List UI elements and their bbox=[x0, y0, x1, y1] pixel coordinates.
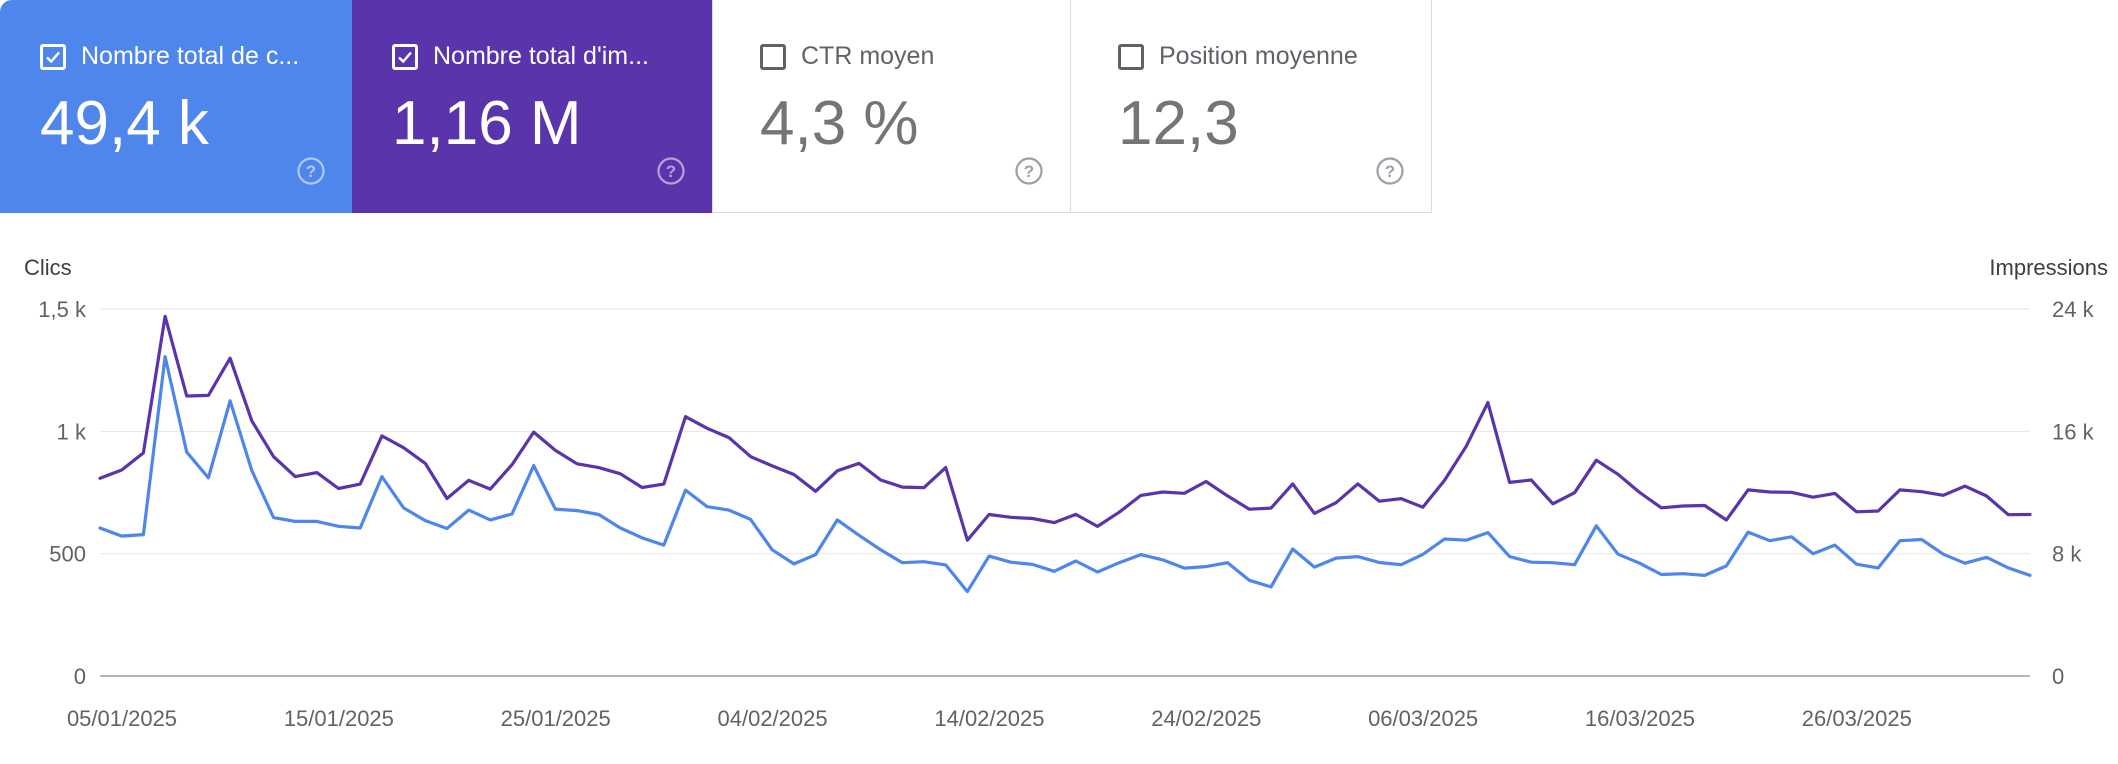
metric-cards: Nombre total de c... 49,4 k ? Nombre tot… bbox=[0, 0, 1432, 213]
chart-grid bbox=[100, 308, 2030, 677]
help-icon[interactable]: ? bbox=[1375, 156, 1405, 186]
x-axis-ticks: 05/01/2025 15/01/2025 25/01/2025 04/02/2025… bbox=[67, 706, 1912, 731]
y-axis-ticks-left: 0 500 1 k 1,5 k bbox=[38, 297, 87, 689]
x-tick-label: 24/02/2025 bbox=[1151, 706, 1261, 731]
x-tick-label: 26/03/2025 bbox=[1802, 706, 1912, 731]
y-tick-label-right: 0 bbox=[2052, 664, 2064, 689]
ctr-label: CTR moyen bbox=[801, 42, 935, 70]
y-tick-label-left: 500 bbox=[49, 542, 86, 567]
help-icon[interactable]: ? bbox=[1014, 156, 1044, 186]
x-tick-label: 06/03/2025 bbox=[1368, 706, 1478, 731]
svg-text:?: ? bbox=[1385, 162, 1395, 181]
clicks-checkbox[interactable] bbox=[40, 43, 66, 70]
x-tick-label: 16/03/2025 bbox=[1585, 706, 1695, 731]
position-value: 12,3 bbox=[1118, 89, 1239, 158]
clicks-label: Nombre total de c... bbox=[81, 42, 300, 70]
y-axis-title-left: Clics bbox=[24, 255, 72, 280]
position-card-header: Position moyenne bbox=[1118, 42, 1358, 71]
ctr-checkbox[interactable] bbox=[760, 43, 786, 70]
svg-text:?: ? bbox=[306, 162, 316, 181]
performance-chart: Clics Impressions 0 500 1 k 1,5 k 0 8 k 16 k 2… bbox=[24, 255, 2108, 731]
impressions-checkbox[interactable] bbox=[392, 43, 418, 70]
x-tick-label: 14/02/2025 bbox=[934, 706, 1044, 731]
position-label: Position moyenne bbox=[1159, 42, 1358, 70]
impressions-line bbox=[98, 314, 2032, 542]
y-tick-label-right: 8 k bbox=[2052, 542, 2082, 567]
impressions-card-header: Nombre total d'im... bbox=[392, 42, 649, 71]
help-icon[interactable]: ? bbox=[296, 156, 326, 186]
ctr-card[interactable]: CTR moyen 4,3 % ? bbox=[712, 0, 1071, 213]
check-icon bbox=[398, 51, 412, 63]
impressions-value: 1,16 M bbox=[392, 89, 582, 158]
position-checkbox[interactable] bbox=[1118, 43, 1144, 70]
clicks-card-header: Nombre total de c... bbox=[40, 42, 299, 71]
svg-text:?: ? bbox=[1024, 162, 1034, 181]
clicks-card[interactable]: Nombre total de c... 49,4 k ? bbox=[0, 0, 352, 213]
x-tick-label: 04/02/2025 bbox=[718, 706, 828, 731]
impressions-label: Nombre total d'im... bbox=[433, 42, 649, 70]
svg-text:?: ? bbox=[666, 162, 676, 181]
ctr-card-header: CTR moyen bbox=[760, 42, 934, 71]
impressions-card[interactable]: Nombre total d'im... 1,16 M ? bbox=[352, 0, 712, 213]
y-tick-label-left: 1,5 k bbox=[38, 297, 87, 322]
x-tick-label: 05/01/2025 bbox=[67, 706, 177, 731]
y-tick-label-left: 1 k bbox=[57, 419, 87, 444]
ctr-value: 4,3 % bbox=[760, 89, 919, 158]
clicks-value: 49,4 k bbox=[40, 89, 209, 158]
help-icon[interactable]: ? bbox=[656, 156, 686, 186]
y-axis-title-right: Impressions bbox=[1989, 255, 2108, 280]
y-tick-label-left: 0 bbox=[74, 664, 86, 689]
y-tick-label-right: 24 k bbox=[2052, 297, 2095, 322]
y-axis-ticks-right: 0 8 k 16 k 24 k bbox=[2052, 297, 2095, 689]
clicks-line bbox=[98, 355, 2032, 594]
check-icon bbox=[46, 51, 60, 63]
y-tick-label-right: 16 k bbox=[2052, 419, 2095, 444]
chart-series bbox=[98, 314, 2032, 594]
x-tick-label: 25/01/2025 bbox=[501, 706, 611, 731]
x-tick-label: 15/01/2025 bbox=[284, 706, 394, 731]
position-card[interactable]: Position moyenne 12,3 ? bbox=[1071, 0, 1432, 213]
